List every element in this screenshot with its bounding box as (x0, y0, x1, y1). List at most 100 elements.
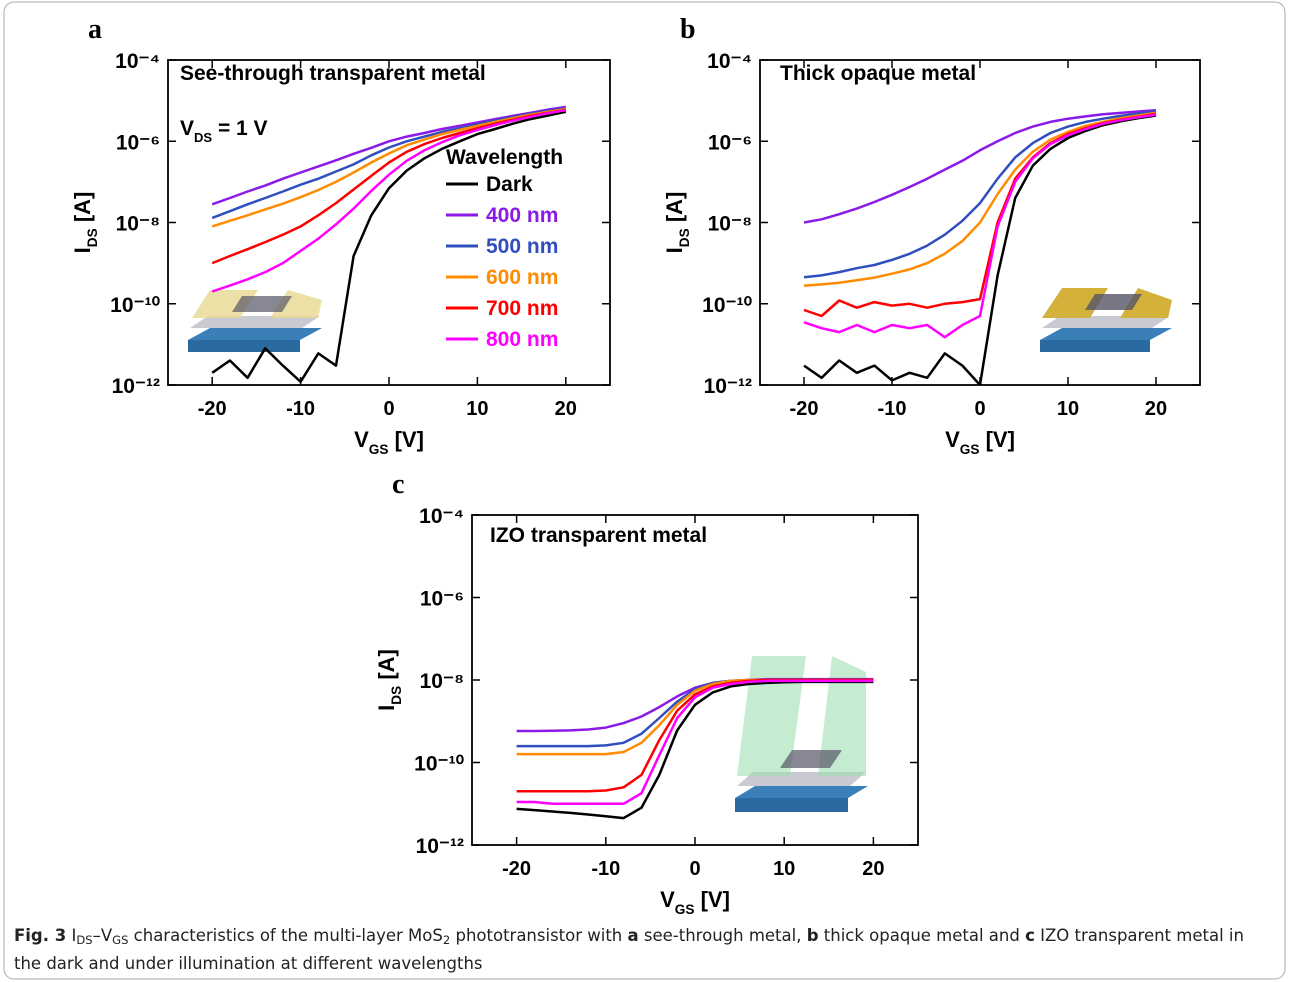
y-tick-label: 10⁻¹² (416, 835, 464, 858)
caption-part: see-through metal, (638, 926, 807, 945)
series-line (516, 678, 874, 756)
plot-frame (167, 59, 611, 386)
text-part: V (945, 427, 960, 452)
text-part: V (180, 117, 194, 140)
text-part: [V] (979, 427, 1014, 452)
x-tick-label: -10 (591, 858, 620, 880)
text-part: GS (960, 442, 980, 457)
panel-letter: c (392, 469, 404, 500)
caption-part: IZO transparent metal in the dark and un… (14, 926, 1244, 973)
y-tick-label: 10⁻⁶ (116, 131, 160, 154)
plot-frame (759, 59, 1201, 386)
text-part: DS (85, 228, 100, 247)
x-axis-label: VGS [V] (945, 427, 1015, 457)
x-tick-label: 10 (773, 858, 795, 880)
y-tick-label: 10⁻¹² (112, 375, 160, 398)
y-tick-label: 10⁻⁸ (708, 213, 752, 236)
series-line (803, 113, 1157, 339)
x-tick-label: 0 (974, 398, 985, 420)
y-tick-label: 10⁻¹² (704, 375, 752, 398)
x-tick-label: -10 (286, 398, 315, 420)
legend-label: Dark (486, 173, 533, 196)
y-axis-label: IDS [A] (662, 192, 692, 254)
text-part: [A] (662, 192, 687, 229)
annotation: IZO transparent metal (490, 524, 707, 547)
series-line (803, 108, 1157, 224)
series-line (516, 679, 874, 806)
device-inset (188, 290, 322, 352)
caption-part: characteristics of the multi-layer MoS (128, 926, 443, 945)
caption-part: c (1025, 926, 1035, 945)
text-part: [V] (694, 887, 729, 912)
text-part: = 1 V (212, 117, 267, 140)
caption-part: b (806, 926, 819, 945)
x-tick-label: 20 (862, 858, 884, 880)
y-tick-label: 10⁻¹⁰ (110, 294, 160, 317)
y-tick-label: 10⁻⁴ (419, 505, 464, 528)
text-part: DS (389, 686, 404, 705)
text-part: V (354, 427, 369, 452)
text-part: GS (369, 442, 389, 457)
text-part: [V] (388, 427, 423, 452)
plot-frame (471, 514, 919, 846)
y-tick-label: 10⁻⁶ (420, 588, 464, 611)
caption-part: DS (76, 932, 93, 947)
y-tick-label: 10⁻¹⁰ (702, 294, 752, 317)
caption-part: 2 (442, 932, 451, 947)
y-tick-label: 10⁻⁸ (420, 670, 464, 693)
x-tick-label: 10 (466, 398, 488, 420)
legend-label: 800 nm (486, 328, 558, 351)
series-line (803, 112, 1157, 318)
text-part: V (660, 887, 675, 912)
x-axis-label: VGS [V] (354, 427, 424, 457)
device-inset (1040, 288, 1172, 352)
legend-label: 700 nm (486, 297, 558, 320)
x-tick-label: 20 (555, 398, 577, 420)
text-part: See-through transparent metal (180, 62, 486, 85)
legend-label: 500 nm (486, 235, 558, 258)
caption-part: GS (112, 932, 129, 947)
x-tick-label: -20 (198, 398, 227, 420)
text-part: DS (677, 228, 692, 247)
y-tick-label: 10⁻¹⁰ (414, 753, 464, 776)
text-part: Thick opaque metal (780, 62, 976, 85)
text-part: I (70, 247, 95, 253)
x-tick-label: 10 (1057, 398, 1079, 420)
series-line (211, 108, 567, 293)
x-tick-label: 20 (1145, 398, 1167, 420)
series-line (211, 107, 566, 228)
series-line (803, 110, 1157, 279)
series-line (211, 110, 567, 384)
frame (3, 1, 1286, 980)
legend-title: Wavelength (446, 146, 563, 169)
y-tick-label: 10⁻⁴ (115, 50, 160, 73)
series-line (803, 111, 1157, 287)
panel-letter: a (88, 14, 102, 45)
x-tick-label: -20 (790, 398, 819, 420)
text-part: GS (675, 902, 695, 917)
text-part: [A] (70, 192, 95, 229)
text-part: IZO transparent metal (490, 524, 707, 547)
x-axis-label: VGS [V] (660, 887, 730, 917)
y-axis-label: IDS [A] (70, 192, 100, 254)
device-inset (735, 656, 868, 812)
y-axis-label: IDS [A] (374, 649, 404, 711)
text-part: DS (194, 130, 212, 145)
caption: Fig. 3 IDS–VGS characteristics of the mu… (14, 924, 1276, 975)
series-line (803, 114, 1157, 385)
annotation: Thick opaque metal (780, 62, 976, 85)
x-tick-label: -10 (878, 398, 907, 420)
caption-part: I (66, 926, 77, 945)
annotation: VDS = 1 V (180, 117, 268, 145)
text-part: I (662, 247, 687, 253)
caption-part: Fig. 3 (14, 926, 67, 945)
y-tick-label: 10⁻⁶ (708, 131, 752, 154)
series-line (211, 105, 566, 206)
text-part: I (374, 705, 399, 711)
x-tick-label: 0 (383, 398, 394, 420)
caption-part: thick opaque metal and (818, 926, 1026, 945)
x-tick-label: 0 (689, 858, 700, 880)
annotation: See-through transparent metal (180, 62, 486, 85)
panel-letter: b (680, 14, 696, 45)
